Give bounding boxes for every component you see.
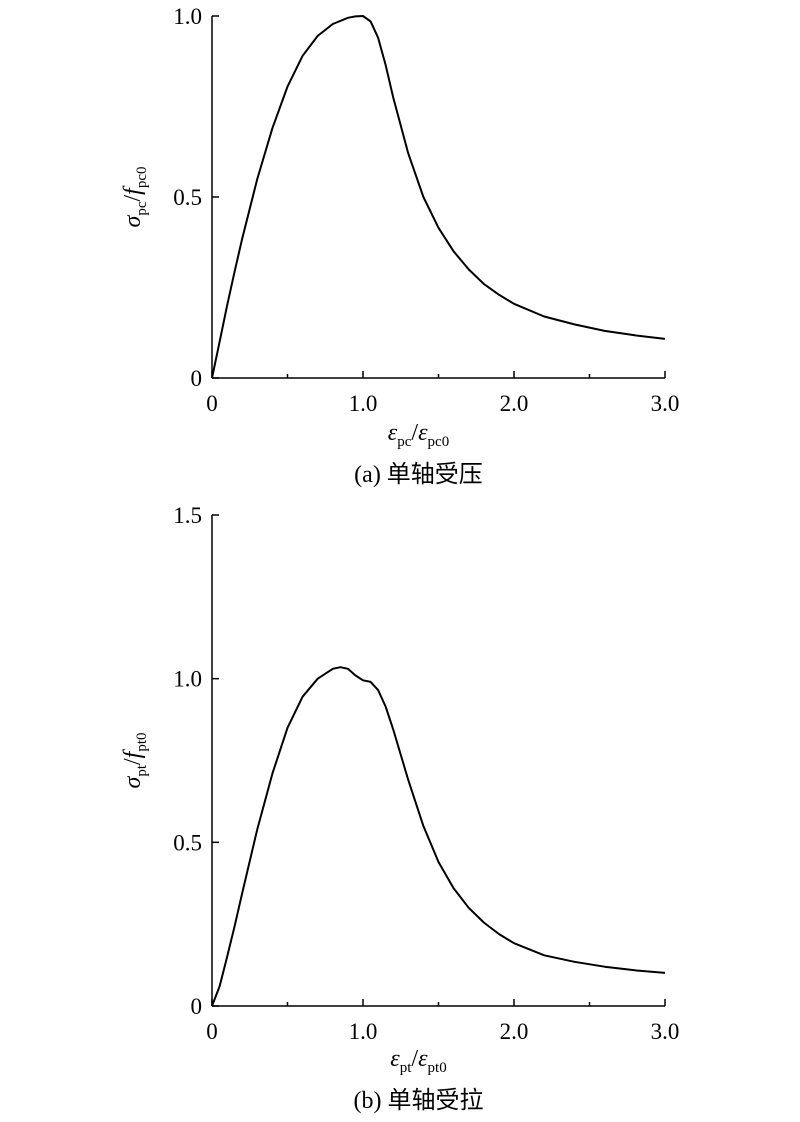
x-tick-label: 2.0: [500, 391, 529, 416]
y-tick-label: 0.5: [173, 830, 202, 855]
x-tick-label: 0: [206, 391, 218, 416]
panel-b-tension: 0 1.0 2.0 3.0 0 0.5 1.0 1.5 εpt/εpt0 σpt/fpt0 (b) …: [120, 503, 679, 1114]
x-tick-label: 3.0: [651, 1019, 680, 1044]
y-axis-label: σpc/fpc0: [120, 166, 150, 227]
y-tick-label: 1.0: [173, 667, 202, 692]
x-axis-label: εpt/εpt0: [390, 1046, 446, 1076]
y-tick-label: 0: [191, 366, 203, 391]
x-axis-label: εpc/εpc0: [388, 420, 449, 450]
x-tick-label: 2.0: [500, 1019, 529, 1044]
y-tick-label: 0.5: [173, 185, 202, 210]
y-axis-label: σpt/fpt0: [120, 732, 150, 788]
x-tick-label: 0: [206, 1019, 218, 1044]
y-tick-label: 1.5: [173, 503, 202, 528]
x-tick-label: 3.0: [651, 391, 680, 416]
series-line: [211, 666, 666, 1007]
panel-a-compression: 0 1.0 2.0 3.0 0 0.5 1.0 εpc/εpc0 σpc/fpc0 (a) 单轴受…: [120, 4, 679, 488]
x-tick-label: 1.0: [349, 391, 378, 416]
x-tick-label: 1.0: [349, 1019, 378, 1044]
series-line: [211, 15, 666, 379]
panel-caption: (b) 单轴受拉: [354, 1087, 484, 1114]
panel-caption: (a) 单轴受压: [354, 461, 483, 488]
y-tick-label: 0: [191, 994, 203, 1019]
y-tick-label: 1.0: [173, 4, 202, 29]
